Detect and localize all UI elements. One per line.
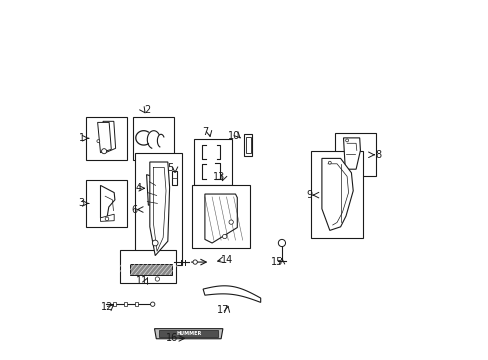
Text: 13: 13 [213, 172, 225, 182]
Bar [120, 250, 176, 283]
Bar [86, 117, 127, 160]
Bar [192, 185, 249, 248]
Circle shape [105, 217, 108, 221]
Text: 15: 15 [271, 257, 283, 267]
Bar [159, 330, 218, 337]
Bar [310, 151, 363, 238]
Text: 5: 5 [167, 163, 173, 173]
Polygon shape [203, 286, 260, 302]
Circle shape [150, 302, 155, 306]
Text: 2: 2 [144, 105, 150, 115]
Circle shape [228, 220, 233, 224]
Polygon shape [321, 158, 352, 230]
Bar [244, 134, 252, 156]
Polygon shape [154, 329, 223, 339]
Bar [113, 302, 116, 306]
Bar [135, 153, 182, 265]
Text: 17: 17 [216, 305, 228, 315]
Polygon shape [98, 122, 111, 153]
Text: 7: 7 [202, 127, 207, 137]
Polygon shape [101, 185, 115, 218]
Polygon shape [103, 121, 115, 153]
Text: 11: 11 [136, 276, 148, 286]
Bar [135, 302, 138, 306]
Polygon shape [101, 214, 114, 221]
Circle shape [97, 140, 100, 143]
Bar [86, 180, 127, 227]
Polygon shape [149, 162, 169, 256]
Circle shape [345, 139, 348, 142]
Text: 9: 9 [305, 190, 312, 200]
Text: 1: 1 [79, 133, 85, 143]
Polygon shape [204, 194, 237, 243]
Bar [172, 171, 177, 185]
Circle shape [155, 277, 159, 281]
Bar [334, 133, 375, 176]
Circle shape [193, 260, 197, 264]
Bar [133, 117, 174, 160]
Text: 3: 3 [79, 198, 85, 208]
Text: HUMMER: HUMMER [176, 331, 201, 336]
Text: 10: 10 [227, 131, 239, 141]
Polygon shape [146, 175, 158, 205]
Text: 6: 6 [131, 204, 138, 215]
Circle shape [278, 239, 285, 247]
Circle shape [222, 234, 226, 239]
Circle shape [152, 240, 158, 246]
Text: 8: 8 [375, 150, 381, 160]
Bar [245, 137, 250, 153]
Polygon shape [343, 138, 360, 169]
Text: 4: 4 [136, 183, 142, 193]
Text: 16: 16 [166, 333, 178, 343]
Bar [124, 302, 127, 306]
Circle shape [102, 149, 106, 154]
Bar [194, 139, 231, 185]
Text: 14: 14 [221, 255, 233, 265]
Polygon shape [130, 264, 171, 275]
Circle shape [328, 161, 330, 164]
Text: 12: 12 [101, 302, 113, 312]
